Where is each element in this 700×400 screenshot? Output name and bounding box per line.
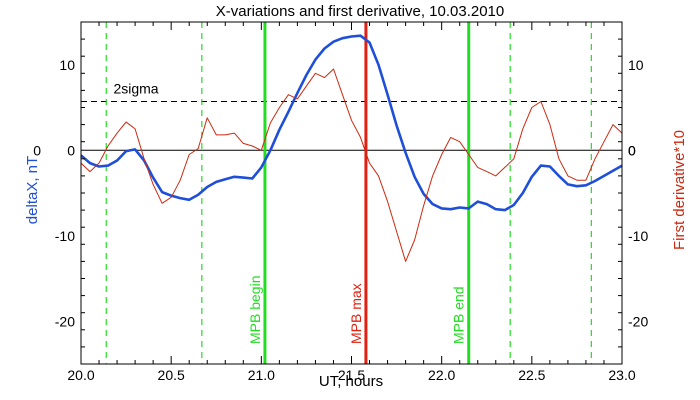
y-tick-label-right: -20 xyxy=(628,313,648,329)
y-tick-labels-left: 10 0 -10 -20 0 xyxy=(33,57,75,330)
x-tick-label: 21.0 xyxy=(248,367,275,383)
plot-area: 2sigma MPB begin MPB max MPB end xyxy=(80,22,623,364)
marker-label-mpb-max: MPB max xyxy=(348,283,364,344)
x-tick-label: 22.5 xyxy=(518,367,545,383)
chart-title: X-variations and first derivative, 10.03… xyxy=(216,3,505,20)
y-tick-label-left: 0 xyxy=(67,142,75,158)
x-axis-label: UT, hours xyxy=(319,373,383,390)
x-tick-labels: 20.0 20.5 21.0 21.5 22.0 22.5 23.0 xyxy=(67,367,635,383)
y-tick-label-left: 10 xyxy=(59,57,75,73)
y-tick-label-right: 0 xyxy=(628,142,636,158)
series-line-deltax xyxy=(80,34,623,212)
y-tick-label-right: -10 xyxy=(628,228,648,244)
y-tick-label-left: -10 xyxy=(55,228,75,244)
x-tick-label: 21.5 xyxy=(338,367,365,383)
y-tick-label-left: 0 xyxy=(33,142,41,158)
x-tick-label: 22.0 xyxy=(428,367,455,383)
x-tick-label: 23.0 xyxy=(608,367,635,383)
y-tick-label-left: -20 xyxy=(55,313,75,329)
y-tick-label-right: 0 xyxy=(628,142,636,158)
sigma-label: 2sigma xyxy=(113,81,158,97)
x-tick-label: 20.5 xyxy=(158,367,185,383)
axis-ticks xyxy=(80,21,623,365)
y-axis-label-left: deltaX, nT xyxy=(24,156,41,224)
series-line-derivative xyxy=(80,68,623,262)
marker-label-mpb-begin: MPB begin xyxy=(247,276,263,344)
x-tick-label: 20.0 xyxy=(67,367,94,383)
y-tick-label-right: 10 xyxy=(628,57,644,73)
y-axis-label-right: First derivative*10 xyxy=(671,130,688,250)
y-tick-labels-right: 100-10-200 xyxy=(628,57,648,330)
marker-label-mpb-end: MPB end xyxy=(451,286,467,344)
